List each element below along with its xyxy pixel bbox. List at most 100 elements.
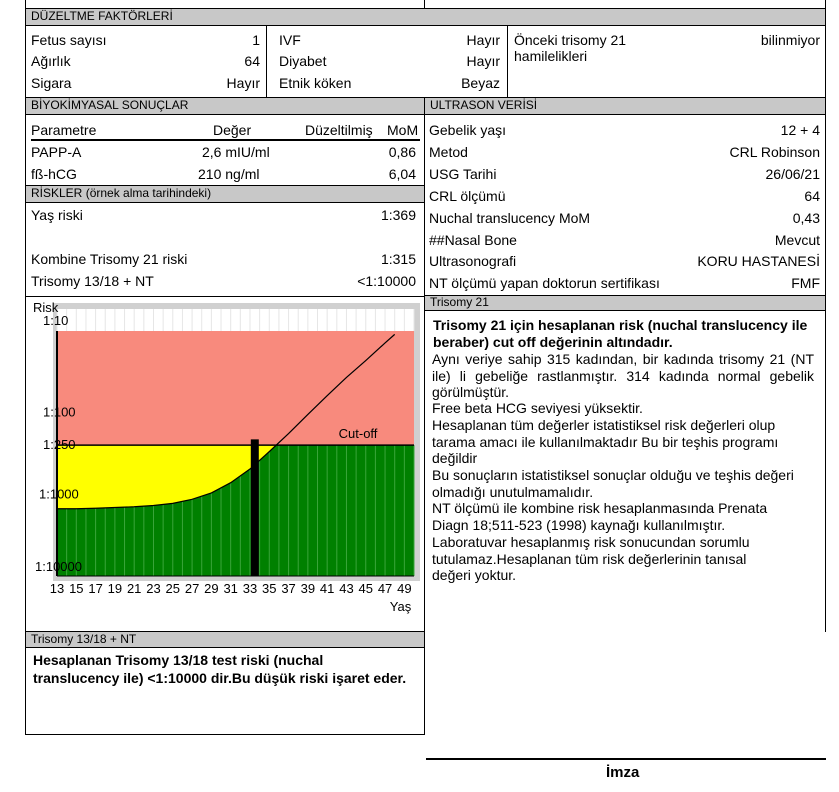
prev-t21-label: Önceki trisomy 21 hamilelikleri bbox=[514, 32, 627, 64]
combined-risk-label: Kombine Trisomy 21 riski bbox=[31, 251, 188, 267]
divider bbox=[266, 26, 267, 97]
fetus-label: Fetus sayısı bbox=[31, 32, 107, 48]
ultrasound-row-label: Ultrasonografi bbox=[429, 253, 517, 270]
x-tick-label: 19 bbox=[108, 581, 122, 596]
t21-para-2: Free beta HCG seviyesi yüksektir. bbox=[432, 400, 643, 416]
y-tick-label: 1:10000 bbox=[35, 559, 82, 574]
t1318-summary: Hesaplanan Trisomy 13/18 test riski (nuc… bbox=[33, 652, 407, 686]
ethnic-label: Etnik köken bbox=[279, 75, 352, 91]
col-corrected: Düzeltilmiş bbox=[305, 122, 373, 138]
x-tick-label: 35 bbox=[262, 581, 276, 596]
x-tick-label: 23 bbox=[146, 581, 160, 596]
ultrasound-row-label: Gebelik yaşı bbox=[429, 122, 507, 138]
signature-label: İmza bbox=[606, 764, 640, 781]
smoking-label: Sigara bbox=[31, 75, 72, 91]
x-tick-label: 45 bbox=[359, 581, 373, 596]
curve-area bbox=[57, 445, 277, 509]
signature-line bbox=[426, 758, 826, 760]
hcg-mom: 6,04 bbox=[388, 166, 416, 182]
ultrasound-row-label: Metod bbox=[429, 143, 468, 160]
t1318-left-border bbox=[25, 647, 26, 735]
t21-right-border bbox=[825, 310, 826, 632]
top-stub-line-far bbox=[825, 0, 826, 8]
diabetes-value: Hayır bbox=[466, 53, 500, 69]
t1318-header: Trisomy 13/18 + NT bbox=[25, 631, 425, 648]
x-tick-label: 15 bbox=[69, 581, 83, 596]
correction-header: DÜZELTME FAKTÖRLERİ bbox=[25, 8, 826, 26]
diabetes-label: Diyabet bbox=[279, 53, 327, 69]
risks-title: RİSKLER bbox=[31, 186, 83, 200]
ivf-value: Hayır bbox=[466, 32, 500, 48]
x-tick-label: 25 bbox=[166, 581, 180, 596]
y-axis-title: Risk bbox=[33, 300, 59, 315]
t21-summary: Trisomy 21 için hesaplanan risk (nuchal … bbox=[433, 317, 808, 350]
papp-mom: 0,86 bbox=[388, 144, 416, 160]
high-risk-zone bbox=[57, 331, 414, 446]
x-tick-label: 47 bbox=[378, 581, 392, 596]
y-tick-label: 1:250 bbox=[43, 437, 76, 452]
x-tick-label: 49 bbox=[397, 581, 411, 596]
hcg-value: 210 ng/ml bbox=[198, 166, 260, 182]
ultrasound-row-value: 26/06/21 bbox=[765, 165, 821, 182]
col-param: Parametre bbox=[31, 122, 97, 138]
top-stub-line-left bbox=[25, 0, 26, 8]
ultrasound-row-value: Mevcut bbox=[774, 231, 820, 248]
ultrasound-row-label: ##Nasal Bone bbox=[429, 231, 517, 248]
top-stub-line-right bbox=[424, 0, 425, 8]
x-tick-label: 33 bbox=[243, 581, 257, 596]
papp-label: PAPP-A bbox=[31, 144, 82, 160]
y-tick-label: 1:10 bbox=[43, 313, 68, 328]
x-tick-label: 39 bbox=[301, 581, 315, 596]
t1318-right-border bbox=[424, 647, 425, 735]
ultrasound-row-value: 12 + 4 bbox=[780, 122, 820, 138]
y-tick-label: 1:100 bbox=[43, 405, 76, 420]
smoking-value: Hayır bbox=[226, 75, 260, 91]
weight-value: 64 bbox=[244, 53, 260, 69]
age-risk-label: Yaş riski bbox=[31, 207, 83, 223]
column-underline bbox=[31, 139, 420, 141]
patient-risk-marker bbox=[250, 439, 259, 576]
ultrasound-row-value: KORU HASTANESİ bbox=[697, 253, 820, 270]
t21-para-5: NT ölçümü ile kombine risk hesaplanmasın… bbox=[432, 500, 768, 533]
ultrasound-row-value: 0,43 bbox=[792, 209, 820, 226]
t1318-bottom-border bbox=[25, 734, 425, 735]
x-tick-label: 43 bbox=[339, 581, 353, 596]
t21-header: Trisomy 21 bbox=[424, 295, 826, 311]
ethnic-value: Beyaz bbox=[461, 75, 500, 91]
y-tick-label: 1:1000 bbox=[39, 486, 79, 501]
t21-para-6: Laboratuvar hesaplanmış risk sonucundan … bbox=[432, 534, 750, 583]
prev-t21-value: bilinmiyor bbox=[760, 32, 820, 48]
col-mom: MoM bbox=[387, 122, 419, 138]
x-tick-label: 21 bbox=[127, 581, 141, 596]
x-tick-label: 17 bbox=[88, 581, 102, 596]
x-tick-label: 41 bbox=[320, 581, 334, 596]
cutoff-label: Cut-off bbox=[339, 426, 378, 441]
biochem-header: BİYOKİMYASAL SONUÇLAR bbox=[25, 97, 425, 115]
risks-title-note: (örnek alma tarihindeki) bbox=[85, 186, 212, 200]
divider bbox=[507, 26, 508, 97]
ultrasound-row-label: NT ölçümü yapan doktorun sertifikası bbox=[429, 275, 660, 292]
t21-para-4: Bu sonuçların istatistiksel sonuçlar old… bbox=[432, 467, 794, 500]
weight-label: Ağırlık bbox=[31, 53, 71, 69]
fetus-value: 1 bbox=[252, 32, 260, 48]
risks-header: RİSKLER (örnek alma tarihindeki) bbox=[25, 185, 425, 203]
age-risk-value: 1:369 bbox=[380, 207, 416, 223]
ultrasound-row-label: CRL ölçümü bbox=[429, 187, 506, 204]
t21-para-3: Hesaplanan tüm değerler istatistiksel ri… bbox=[432, 417, 779, 466]
chart-top-band bbox=[57, 309, 414, 331]
x-tick-label: 27 bbox=[185, 581, 199, 596]
risk-curve bbox=[57, 333, 396, 510]
ultrasound-row-label: Nuchal translucency MoM bbox=[429, 209, 591, 226]
t21-left-border bbox=[424, 310, 425, 632]
ultrasound-row-label: USG Tarihi bbox=[429, 165, 497, 182]
x-tick-label: 37 bbox=[281, 581, 295, 596]
ultrasound-row-value: FMF bbox=[791, 275, 820, 292]
t1318-risk-label: Trisomy 13/18 + NT bbox=[31, 273, 154, 289]
x-tick-label: 31 bbox=[223, 581, 237, 596]
ivf-label: IVF bbox=[279, 32, 301, 48]
x-tick-label: 13 bbox=[50, 581, 64, 596]
t21-para-1: Aynı veriye sahip 315 kadından, bir kadı… bbox=[432, 351, 814, 400]
papp-value: 2,6 mIU/ml bbox=[202, 144, 270, 160]
t1318-risk-value: <1:10000 bbox=[357, 273, 416, 289]
